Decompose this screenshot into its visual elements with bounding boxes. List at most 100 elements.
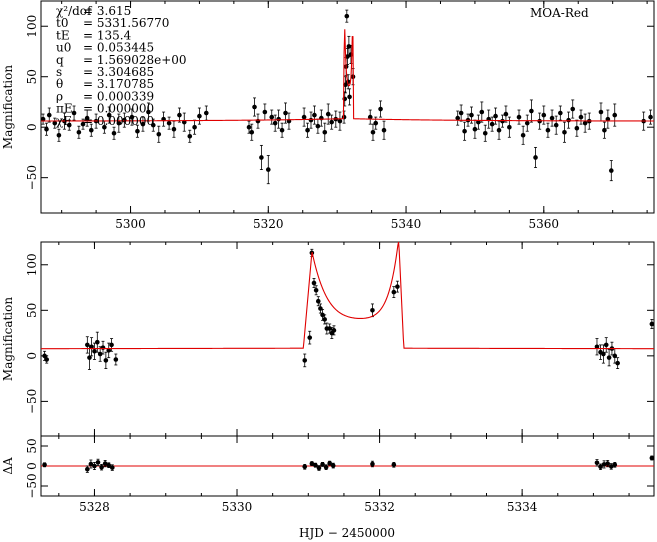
data-point xyxy=(493,113,498,119)
data-point xyxy=(135,128,140,134)
data-point xyxy=(316,465,322,471)
data-point xyxy=(329,119,334,125)
x-tick-label: 5334 xyxy=(507,500,538,514)
data-point xyxy=(262,109,268,115)
data-point xyxy=(283,110,288,116)
data-point xyxy=(106,348,112,353)
data-point xyxy=(603,342,609,348)
data-point xyxy=(615,360,620,366)
data-point xyxy=(373,120,379,126)
data-point xyxy=(476,119,481,125)
param-name: u0 xyxy=(56,41,71,55)
data-point xyxy=(249,129,255,135)
data-point xyxy=(479,109,485,115)
data-point xyxy=(313,462,318,468)
data-point xyxy=(252,104,257,110)
model-parameters: χ²/dof= 3.615 t0 = 5331.56770 tE = 135.4 u0 = … xyxy=(56,4,187,128)
data-point xyxy=(601,462,607,467)
param-name: t0 xyxy=(56,16,68,30)
top-light-curve-panel: 5300 5320 5340 5360 −50 0 50 100 MOA-Red Magnif… xyxy=(1,0,655,231)
data-point xyxy=(92,463,97,469)
data-point xyxy=(46,112,52,118)
data-point xyxy=(598,464,603,470)
data-point xyxy=(594,460,600,466)
data-point xyxy=(323,464,329,470)
data-point xyxy=(503,111,509,117)
param-value: = 0.000000 xyxy=(83,114,154,128)
data-point xyxy=(279,127,285,133)
data-point xyxy=(171,126,177,132)
data-point xyxy=(378,106,383,112)
data-point xyxy=(598,109,604,115)
x-tick-label: 5330 xyxy=(222,500,253,514)
data-point xyxy=(106,462,112,468)
data-point xyxy=(322,317,327,322)
data-point xyxy=(66,122,72,128)
data-point xyxy=(302,358,308,363)
param-name: s xyxy=(56,65,62,79)
data-point xyxy=(549,115,555,121)
data-point xyxy=(347,94,352,100)
data-point xyxy=(594,344,600,350)
data-point xyxy=(197,113,202,119)
param-name: πE xyxy=(56,102,73,116)
data-point xyxy=(313,287,319,293)
param-value: = 3.304685 xyxy=(83,65,154,79)
data-point xyxy=(166,120,172,126)
top-y-axis-label: Magnification xyxy=(1,65,15,149)
data-point xyxy=(315,298,321,304)
data-point xyxy=(305,127,310,133)
param-name: χ²/dof xyxy=(56,4,93,18)
param-name: θ xyxy=(56,77,63,91)
y-tick-label: 0 xyxy=(25,462,39,470)
data-point xyxy=(507,124,512,130)
data-point xyxy=(381,127,387,133)
data-point xyxy=(562,129,567,135)
residual-y-axis-label: ΔA xyxy=(1,457,15,475)
data-point xyxy=(612,462,618,468)
data-point xyxy=(140,121,146,127)
data-point xyxy=(95,339,100,345)
data-point xyxy=(344,13,350,19)
data-point xyxy=(44,126,49,132)
param-name: tE xyxy=(56,28,70,42)
data-point xyxy=(455,115,461,121)
data-point xyxy=(71,110,77,116)
data-point xyxy=(346,44,352,49)
data-point xyxy=(312,112,317,118)
data-point xyxy=(42,462,47,468)
data-point xyxy=(109,465,115,470)
data-point xyxy=(307,335,313,340)
data-point xyxy=(311,280,317,286)
data-point xyxy=(308,117,314,123)
data-point xyxy=(80,121,86,127)
data-point xyxy=(95,460,101,465)
param-value: = 3.170785 xyxy=(83,77,154,91)
data-point xyxy=(370,129,376,135)
data-point xyxy=(85,342,90,348)
data-point xyxy=(500,118,505,124)
x-tick-label: 5320 xyxy=(253,217,284,231)
data-point xyxy=(612,112,618,118)
y-tick-label: 100 xyxy=(25,15,39,38)
data-point xyxy=(85,466,90,472)
data-point xyxy=(52,120,58,126)
data-point xyxy=(322,129,328,135)
data-point xyxy=(558,110,563,116)
param-value: = 3.615 xyxy=(83,4,131,18)
observatory-label: MOA-Red xyxy=(530,6,589,20)
data-point xyxy=(177,112,182,118)
data-point xyxy=(533,155,538,160)
zoomed-light-curve-panel: −50 0 50 100 Magnification xyxy=(1,241,655,437)
residual-panel: 5328 5330 5332 5334 −50 0 50 ΔA HJD − 2450000 xyxy=(1,435,655,540)
data-point xyxy=(327,460,332,466)
data-point xyxy=(578,114,584,120)
y-tick-label: 50 xyxy=(25,69,39,84)
data-point xyxy=(469,112,474,118)
middle-y-axis-label: Magnification xyxy=(1,297,15,381)
data-point xyxy=(570,106,576,112)
middle-panel-frame xyxy=(40,241,655,437)
data-point xyxy=(582,120,588,126)
data-point xyxy=(649,455,655,461)
data-point xyxy=(608,464,614,469)
